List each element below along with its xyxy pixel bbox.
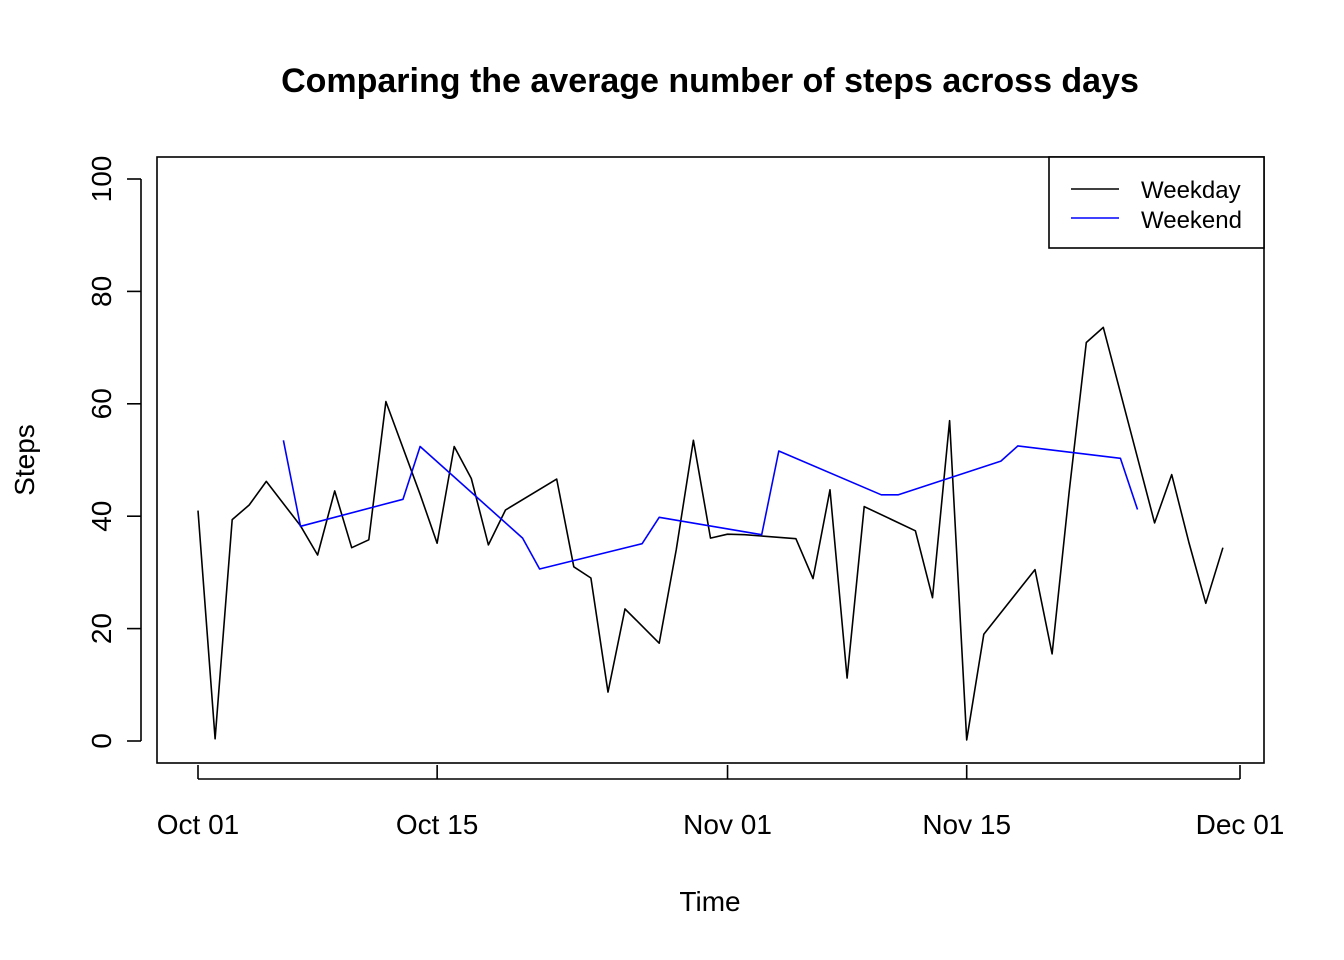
series-layer: [197, 326, 1224, 741]
legend-box: [1048, 156, 1265, 249]
y-tick-label: 0: [86, 733, 117, 749]
y-tick-label: 40: [86, 501, 117, 532]
y-tick-label: 80: [86, 276, 117, 307]
x-tick-label: Dec 01: [1196, 809, 1285, 840]
plot-frame: [156, 156, 1265, 764]
chart-title: Comparing the average number of steps ac…: [281, 62, 1139, 100]
series-line-weekday: [197, 326, 1224, 741]
x-tick-label: Oct 01: [157, 809, 239, 840]
series-line-weekend: [282, 440, 1139, 570]
legend-label-weekend: Weekend: [1141, 207, 1242, 234]
x-axis: Oct 01 Oct 15 Nov 01 Nov 15 Dec 01: [157, 765, 1285, 840]
y-tick-label: 20: [86, 613, 117, 644]
legend: Weekday Weekend: [1048, 156, 1265, 249]
x-tick-label: Nov 01: [683, 809, 772, 840]
x-tick-label: Nov 15: [922, 809, 1011, 840]
y-tick-label: 60: [86, 388, 117, 419]
x-tick-label: Oct 15: [396, 809, 478, 840]
y-axis-label: Steps: [9, 424, 40, 496]
legend-label-weekday: Weekday: [1141, 177, 1241, 204]
x-axis-label: Time: [679, 886, 740, 917]
y-tick-label: 100: [86, 156, 117, 203]
y-axis: 0 20 40 60 80 100: [86, 156, 142, 749]
